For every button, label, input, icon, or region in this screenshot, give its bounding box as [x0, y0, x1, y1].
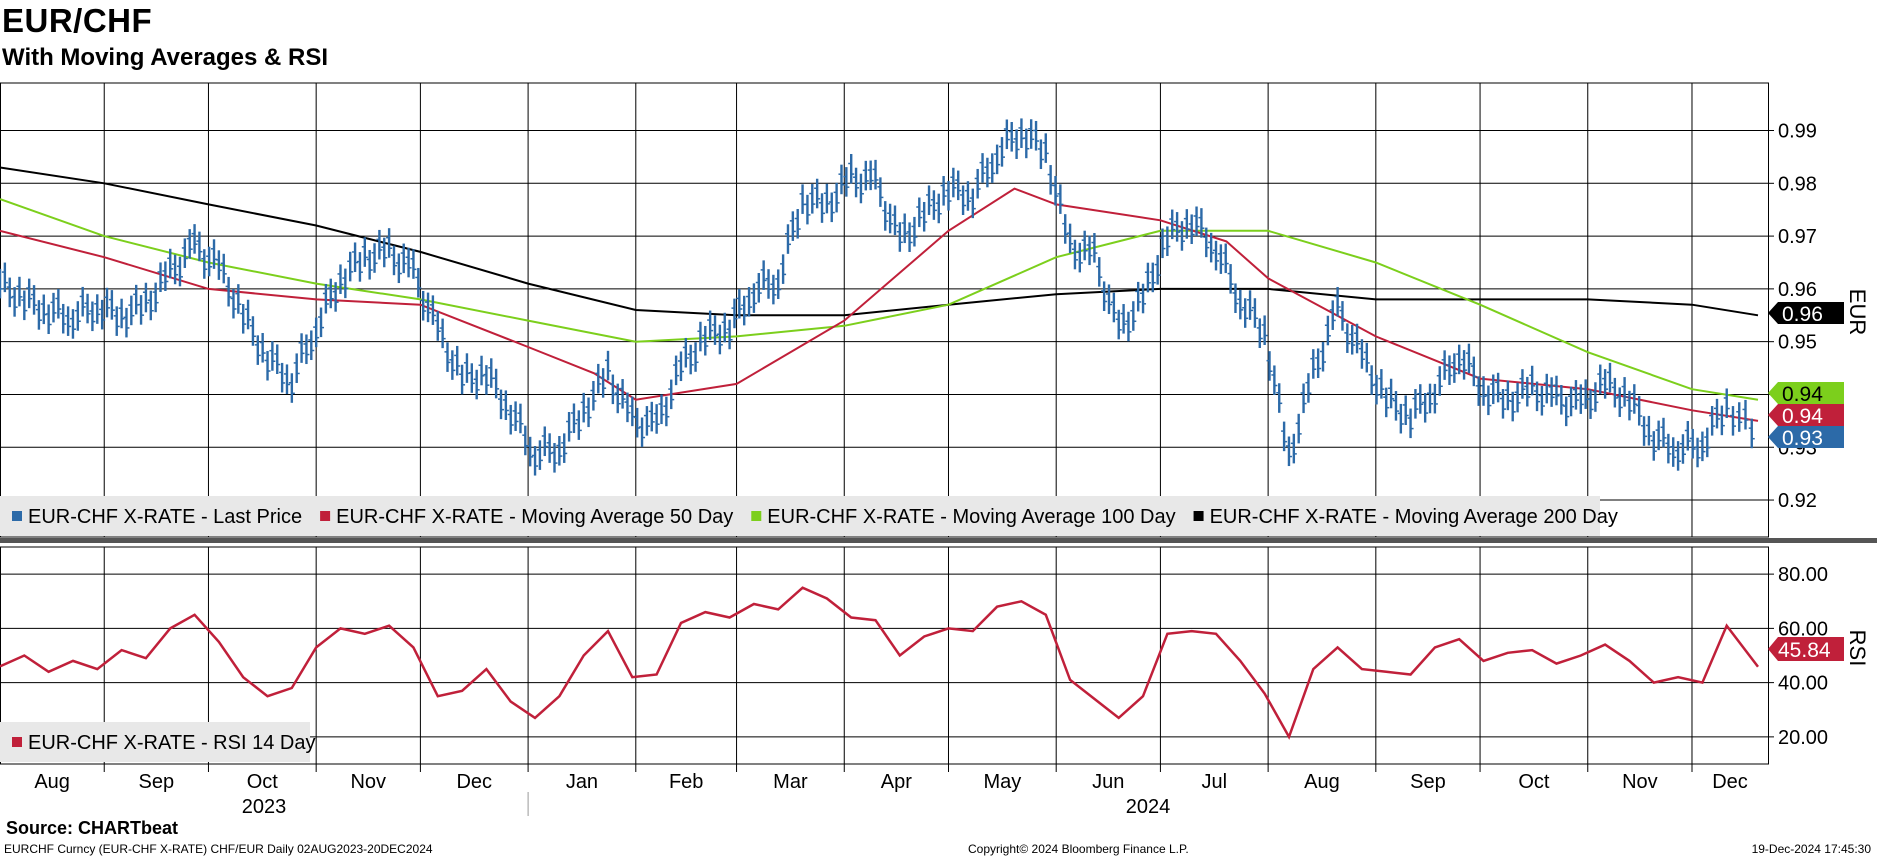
last-value-tag-bg	[1768, 426, 1844, 448]
last-value-tag-bg	[1768, 637, 1844, 661]
price-axis-title: EUR	[1845, 289, 1870, 335]
chart-subtitle: With Moving Averages & RSI	[2, 44, 329, 71]
security-info: EURCHF Curncy (EUR-CHF X-RATE) CHF/EUR D…	[4, 842, 433, 856]
x-tick-label: Sep	[139, 771, 175, 793]
price-panel: 0.920.930.940.950.960.970.980.99EUR0.940…	[0, 82, 1877, 543]
last-value-tag-text: 0.93	[1782, 427, 1823, 450]
x-tick-label: Apr	[881, 771, 912, 793]
legend-label-price: EUR-CHF X-RATE - Last Price	[28, 506, 302, 528]
last-value-tag-ma200: 0.96	[1768, 302, 1844, 326]
x-tick-label: Jun	[1092, 771, 1124, 793]
panel-divider	[0, 538, 1877, 543]
last-value-tag-ma50: 0.94	[1768, 404, 1844, 428]
last-value-tag-text: 45.84	[1778, 639, 1831, 662]
x-tick-label: Feb	[669, 771, 703, 793]
legend-swatch-ma200	[1193, 511, 1204, 521]
source-label: Source: CHARTbeat	[6, 818, 179, 838]
chart-title: EUR/CHF	[2, 2, 153, 39]
x-tick-label: Jan	[566, 771, 598, 793]
x-tick-label: Sep	[1410, 771, 1446, 793]
series-line-ma100	[0, 198, 1759, 401]
price-y-tick-label: 0.96	[1778, 279, 1817, 301]
rsi-y-tick-label: 40.00	[1778, 673, 1828, 695]
legend-swatch-ma50	[320, 511, 331, 521]
x-tick-label: May	[983, 771, 1021, 793]
price-y-tick-label: 0.95	[1778, 332, 1817, 354]
x-tick-label: Aug	[1304, 771, 1340, 793]
price-y-tick-label: 0.97	[1778, 226, 1817, 248]
last-value-tag-text: 0.94	[1782, 405, 1823, 428]
year-label: 2023	[242, 796, 287, 818]
x-tick-label: Nov	[1622, 771, 1658, 793]
legend-swatch-price	[12, 511, 22, 521]
legend-label-ma100: EUR-CHF X-RATE - Moving Average 100 Day	[767, 506, 1175, 528]
last-value-tag-rsi: 45.84	[1768, 637, 1844, 662]
series-line-ma200	[0, 166, 1759, 317]
last-value-tag-bg	[1768, 382, 1844, 404]
x-tick-label: Dec	[456, 771, 492, 793]
legend-swatch-ma100	[751, 511, 762, 521]
x-tick-label: Jul	[1201, 771, 1227, 793]
legend-bg	[0, 496, 1600, 536]
x-tick-label: Oct	[247, 771, 279, 793]
last-value-tag-bg	[1768, 404, 1844, 426]
rsi-y-tick-label: 60.00	[1778, 618, 1828, 640]
price-y-tick-label: 0.99	[1778, 121, 1817, 143]
rsi-axis-title: RSI	[1845, 630, 1870, 667]
x-tick-label: Oct	[1518, 771, 1550, 793]
x-tick-label: Mar	[773, 771, 808, 793]
x-tick-label: Dec	[1712, 771, 1748, 793]
copyright-notice: Copyright© 2024 Bloomberg Finance L.P.	[968, 842, 1189, 856]
x-tick-label: Aug	[34, 771, 70, 793]
rsi-y-tick-label: 80.00	[1778, 564, 1828, 586]
last-value-tag-text: 0.96	[1782, 303, 1823, 326]
legend-bg	[0, 722, 310, 762]
last-value-tag-text: 0.94	[1782, 383, 1823, 406]
rsi-legend: EUR-CHF X-RATE - RSI 14 Day	[0, 722, 315, 762]
price-bars	[0, 118, 1755, 476]
price-y-tick-label: 0.98	[1778, 173, 1817, 195]
legend-label-rsi: EUR-CHF X-RATE - RSI 14 Day	[28, 732, 315, 754]
year-label: 2024	[1126, 796, 1171, 818]
last-value-tag-ma100: 0.94	[1768, 382, 1844, 406]
rsi-panel: 20.00 40.00 60.00 80.00 RSI 45.84 EUR-CHF X-RA…	[0, 546, 1870, 765]
last-value-tag-bg	[1768, 302, 1844, 324]
legend-label-ma200: EUR-CHF X-RATE - Moving Average 200 Day	[1210, 506, 1618, 528]
price-legend: EUR-CHF X-RATE - Last Price EUR-CHF X-RAT…	[0, 496, 1618, 536]
price-panel-frame	[0, 82, 1769, 538]
rsi-line	[0, 586, 1759, 740]
x-tick-label: Nov	[350, 771, 386, 793]
x-axis: Aug Sep Oct Nov Dec Jan Feb Mar Apr May Jun Jul Aug S…	[34, 764, 1748, 818]
price-y-tick-label: 0.92	[1778, 490, 1817, 512]
last-value-tag-price: 0.93	[1768, 426, 1844, 450]
rsi-y-tick-label: 20.00	[1778, 727, 1828, 749]
legend-label-ma50: EUR-CHF X-RATE - Moving Average 50 Day	[336, 506, 733, 528]
timestamp: 19-Dec-2024 17:45:30	[1751, 842, 1871, 856]
legend-swatch-rsi	[12, 737, 22, 747]
